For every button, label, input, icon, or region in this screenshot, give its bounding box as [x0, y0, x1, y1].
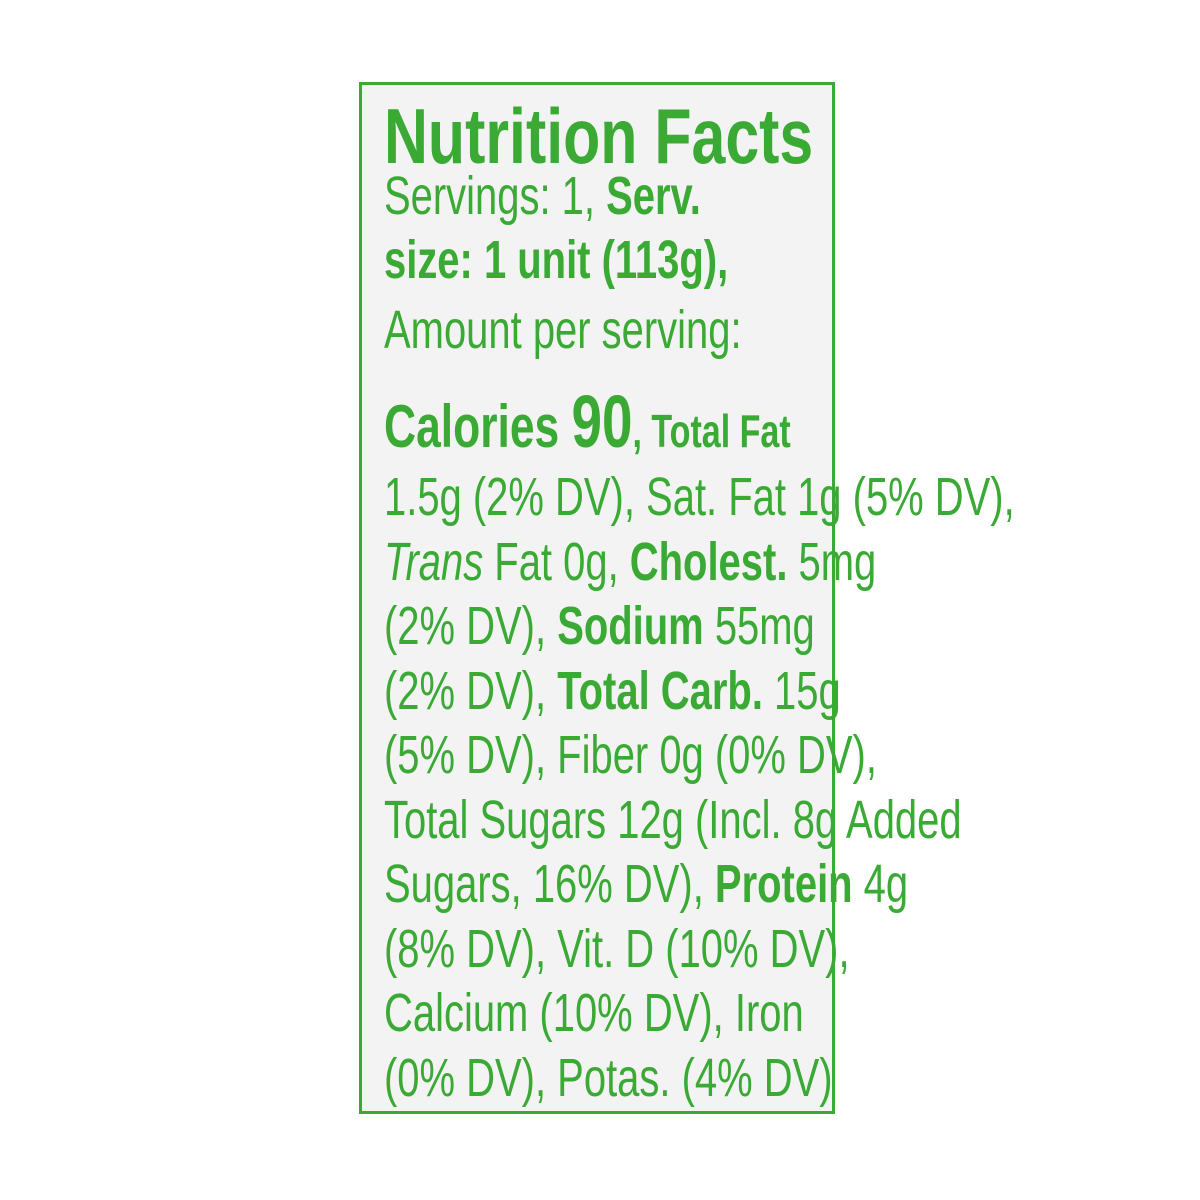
- nutrient-text: Sodium: [557, 596, 704, 656]
- amount-per-serving: Amount per serving:: [384, 300, 742, 360]
- calories-label: Calories: [384, 393, 560, 460]
- nutrient-text: (0% DV), Potas. (4% DV): [384, 1047, 833, 1108]
- serving-size-label: Serv.: [606, 166, 701, 226]
- nutrient-line: (2% DV), Sodium 55mg: [384, 599, 815, 653]
- nutrient-text: Trans: [384, 531, 484, 592]
- nutrient-text: Total Carb.: [557, 660, 763, 721]
- servings-line: Servings: 1, Serv.: [384, 169, 701, 223]
- calories-line: Calories 90, Total Fat: [384, 380, 791, 463]
- nutrient-line: Total Sugars 12g (Incl. 8g Added: [384, 793, 962, 847]
- nutrient-text: 1.5g (2% DV), Sat. Fat 1g (5% DV),: [384, 467, 1015, 527]
- nutrition-facts-label: Nutrition Facts Servings: 1, Serv. size:…: [359, 82, 1015, 1114]
- nutrient-line: Trans Fat 0g, Cholest. 5mg: [384, 535, 876, 589]
- nutrient-text: Total Sugars 12g (Incl. 8g Added: [384, 789, 962, 850]
- nutrient-line: 1.5g (2% DV), Sat. Fat 1g (5% DV),: [384, 470, 1015, 524]
- nutrient-text: (8% DV), Vit. D (10% DV),: [384, 918, 850, 979]
- nutrient-text: (5% DV), Fiber 0g (0% DV),: [384, 725, 877, 785]
- nutrient-line: (2% DV), Total Carb. 15g: [384, 664, 841, 718]
- nutrient-text: Cholest.: [629, 531, 788, 592]
- nutrient-line: Calcium (10% DV), Iron: [384, 986, 804, 1040]
- nutrient-line: (5% DV), Fiber 0g (0% DV),: [384, 728, 877, 782]
- nutrient-line: (8% DV), Vit. D (10% DV),: [384, 922, 850, 976]
- nutrient-text: Protein: [714, 854, 853, 914]
- servings: Servings: 1,: [384, 166, 596, 226]
- total-fat-label: Total Fat: [651, 405, 791, 457]
- nutrient-text: Fat 0g,: [483, 531, 630, 592]
- serving-size: size: 1 unit (113g),: [384, 230, 729, 290]
- nutrient-text: 15g: [762, 660, 841, 721]
- nutrient-text: (2% DV),: [384, 596, 558, 656]
- nutrient-text: Calcium (10% DV), Iron: [384, 983, 804, 1043]
- nutrient-text: 5mg: [787, 531, 877, 592]
- label-title: Nutrition Facts: [384, 92, 814, 180]
- calories-value: 90: [571, 380, 633, 463]
- nutrient-text: 4g: [852, 854, 909, 914]
- nutrient-text: 55mg: [703, 596, 815, 656]
- nutrient-line: (0% DV), Potas. (4% DV): [384, 1051, 833, 1105]
- nutrient-text: Sugars, 16% DV),: [384, 854, 715, 914]
- nutrient-line: Sugars, 16% DV), Protein 4g: [384, 857, 908, 911]
- nutrient-text: (2% DV),: [384, 660, 558, 721]
